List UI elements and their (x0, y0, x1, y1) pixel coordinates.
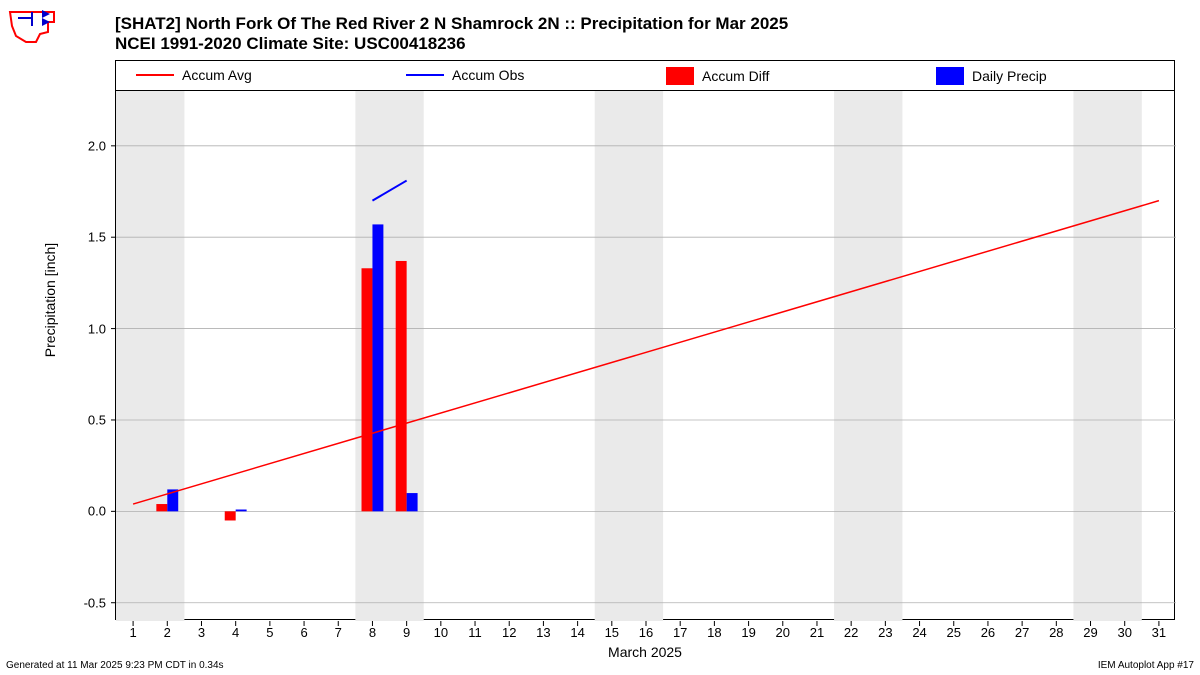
footer-app-text: IEM Autoplot App #17 (1098, 660, 1194, 671)
legend-swatch (406, 74, 444, 76)
legend-label: Accum Diff (702, 68, 769, 84)
legend-item: Accum Diff (666, 67, 769, 85)
x-tick-label: 8 (369, 625, 376, 640)
x-tick-label: 26 (981, 625, 995, 640)
y-tick-label: 2.0 (88, 138, 106, 153)
iem-logo (4, 4, 60, 51)
legend-item: Accum Obs (406, 67, 524, 83)
x-axis-label: March 2025 (115, 644, 1175, 671)
y-tick-label: 0.0 (88, 504, 106, 519)
x-tick-label: 13 (536, 625, 550, 640)
x-tick-label: 20 (776, 625, 790, 640)
x-tick-label: 11 (468, 625, 482, 640)
x-tick-label: 18 (707, 625, 721, 640)
x-tick-label: 1 (129, 625, 136, 640)
x-tick-label: 22 (844, 625, 858, 640)
x-tick-label: 3 (198, 625, 205, 640)
x-tick-label: 16 (639, 625, 653, 640)
x-tick-label: 9 (403, 625, 410, 640)
x-tick-label: 28 (1049, 625, 1063, 640)
y-tick-label: -0.5 (84, 595, 106, 610)
legend-item: Daily Precip (936, 67, 1047, 85)
x-tick-label: 2 (164, 625, 171, 640)
x-tick-label: 27 (1015, 625, 1029, 640)
x-tick-label: 25 (947, 625, 961, 640)
y-axis-label: Precipitation [inch] (42, 243, 58, 357)
x-tick-label: 7 (335, 625, 342, 640)
legend-item: Accum Avg (136, 67, 252, 83)
legend-label: Daily Precip (972, 68, 1047, 84)
x-tick-label: 17 (673, 625, 687, 640)
x-tick-label: 30 (1117, 625, 1131, 640)
chart-svg (116, 91, 1176, 621)
x-tick-label: 19 (741, 625, 755, 640)
x-tick-label: 15 (605, 625, 619, 640)
footer-generated-text: Generated at 11 Mar 2025 9:23 PM CDT in … (6, 660, 224, 671)
legend-swatch (666, 67, 694, 85)
y-tick-label: 0.5 (88, 412, 106, 427)
chart-title-line2: NCEI 1991-2020 Climate Site: USC00418236 (115, 34, 788, 54)
chart-title-line1: [SHAT2] North Fork Of The Red River 2 N … (115, 14, 788, 34)
x-tick-label: 23 (878, 625, 892, 640)
x-tick-label: 14 (570, 625, 584, 640)
x-tick-label: 10 (434, 625, 448, 640)
chart-plot-area: Accum Avg Accum Obs Accum Diff Daily Precip… (115, 60, 1175, 620)
x-tick-label: 29 (1083, 625, 1097, 640)
x-tick-label: 21 (810, 625, 824, 640)
x-tick-label: 31 (1152, 625, 1166, 640)
legend-label: Accum Obs (452, 67, 524, 83)
chart-legend: Accum Avg Accum Obs Accum Diff Daily Precip (116, 61, 1174, 91)
legend-label: Accum Avg (182, 67, 252, 83)
y-tick-label: 1.0 (88, 321, 106, 336)
x-tick-label: 6 (300, 625, 307, 640)
legend-swatch (136, 74, 174, 76)
y-tick-label: 1.5 (88, 230, 106, 245)
x-tick-label: 12 (502, 625, 516, 640)
legend-swatch (936, 67, 964, 85)
x-tick-label: 4 (232, 625, 239, 640)
x-tick-label: 24 (912, 625, 926, 640)
x-tick-label: 5 (266, 625, 273, 640)
